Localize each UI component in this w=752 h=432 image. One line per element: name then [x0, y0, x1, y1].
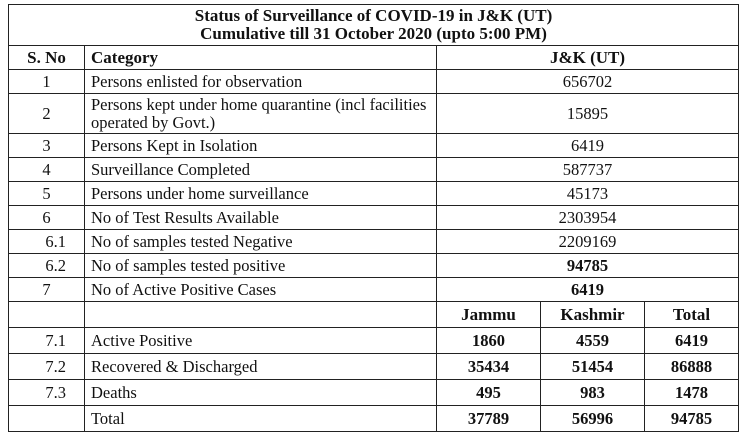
- row-value: 2303954: [435, 205, 740, 230]
- row-value: 6419: [435, 133, 740, 158]
- title-line-1: Status of Surveillance of COVID-19 in J&…: [194, 6, 553, 25]
- table-row: 6.1 No of samples tested Negative 220916…: [8, 229, 740, 254]
- table-row: 2 Persons kept under home quarantine (in…: [8, 93, 740, 134]
- row-sno: 7.2: [8, 353, 85, 380]
- table-row: 1 Persons enlisted for observation 65670…: [8, 69, 740, 94]
- title-line-2: Cumulative till 31 October 2020 (upto 5:…: [200, 24, 547, 43]
- row-category: No of samples tested positive: [84, 253, 437, 278]
- surveillance-table: Status of Surveillance of COVID-19 in J&…: [7, 4, 740, 432]
- table-row: 7.3 Deaths 495 983 1478: [8, 379, 740, 406]
- table-row: 7 No of Active Positive Cases 6419: [8, 277, 740, 302]
- row-category: No of Active Positive Cases: [84, 277, 437, 302]
- row-category: Deaths: [84, 379, 437, 406]
- row-sno: [8, 405, 85, 432]
- row-sno: 6: [8, 205, 85, 230]
- row-category: Total: [84, 405, 437, 432]
- row-category: No of samples tested Negative: [84, 229, 437, 254]
- row-category: Persons kept under home quarantine (incl…: [84, 93, 437, 134]
- row-category: Persons enlisted for observation: [84, 69, 437, 94]
- row-sno: 2: [8, 93, 85, 134]
- table-row: 6 No of Test Results Available 2303954: [8, 205, 740, 230]
- surveillance-status-sheet: Status of Surveillance of COVID-19 in J&…: [7, 4, 740, 432]
- table-row: 4 Surveillance Completed 587737: [8, 157, 740, 182]
- row-kashmir: 4559: [540, 327, 645, 354]
- row-kashmir: 51454: [540, 353, 645, 380]
- table-row: 6.2 No of samples tested positive 94785: [8, 253, 740, 278]
- row-jammu: 35434: [436, 353, 541, 380]
- row-sno: 6.2: [8, 253, 85, 278]
- row-value: 2209169: [435, 229, 740, 254]
- table-row: 5 Persons under home surveillance 45173: [8, 181, 740, 206]
- row-sno: 4: [8, 157, 85, 182]
- sub-header-jammu: Jammu: [436, 301, 541, 328]
- row-jammu: 1860: [436, 327, 541, 354]
- row-sno: 7: [8, 277, 85, 302]
- row-sno: 6.1: [8, 229, 85, 254]
- sub-header-blank-category: [84, 301, 437, 328]
- row-value: 15895: [435, 93, 740, 134]
- row-category: No of Test Results Available: [84, 205, 437, 230]
- header-row: S. No Category J&K (UT): [8, 45, 740, 70]
- row-value: 587737: [435, 157, 740, 182]
- row-total: 86888: [643, 353, 740, 380]
- row-category: Persons under home surveillance: [84, 181, 437, 206]
- row-jammu: 495: [436, 379, 541, 406]
- row-sno: 7.1: [8, 327, 85, 354]
- row-category: Persons Kept in Isolation: [84, 133, 437, 158]
- header-sno: S. No: [8, 45, 85, 70]
- row-sno: 1: [8, 69, 85, 94]
- row-total: 94785: [643, 405, 740, 432]
- sub-header-total: Total: [643, 301, 740, 328]
- table-row: 3 Persons Kept in Isolation 6419: [8, 133, 740, 158]
- row-total: 1478: [643, 379, 740, 406]
- row-category: Active Positive: [84, 327, 437, 354]
- header-category: Category: [84, 45, 437, 70]
- total-row: Total 37789 56996 94785: [8, 405, 740, 432]
- row-jammu: 37789: [436, 405, 541, 432]
- row-kashmir: 56996: [540, 405, 645, 432]
- row-value: 6419: [435, 277, 740, 302]
- row-value: 45173: [435, 181, 740, 206]
- sub-header-blank-sno: [8, 301, 85, 328]
- header-jk-ut: J&K (UT): [435, 45, 740, 70]
- sub-header-kashmir: Kashmir: [540, 301, 645, 328]
- row-value: 94785: [435, 253, 740, 278]
- row-total: 6419: [643, 327, 740, 354]
- table-title: Status of Surveillance of COVID-19 in J&…: [7, 4, 740, 46]
- row-value: 656702: [435, 69, 740, 94]
- row-sno: 5: [8, 181, 85, 206]
- row-sno: 3: [8, 133, 85, 158]
- row-category: Surveillance Completed: [84, 157, 437, 182]
- table-row: 7.2 Recovered & Discharged 35434 51454 8…: [8, 353, 740, 380]
- row-kashmir: 983: [540, 379, 645, 406]
- row-sno: 7.3: [8, 379, 85, 406]
- table-row: 7.1 Active Positive 1860 4559 6419: [8, 327, 740, 354]
- row-category: Recovered & Discharged: [84, 353, 437, 380]
- sub-header-row: Jammu Kashmir Total: [8, 301, 740, 328]
